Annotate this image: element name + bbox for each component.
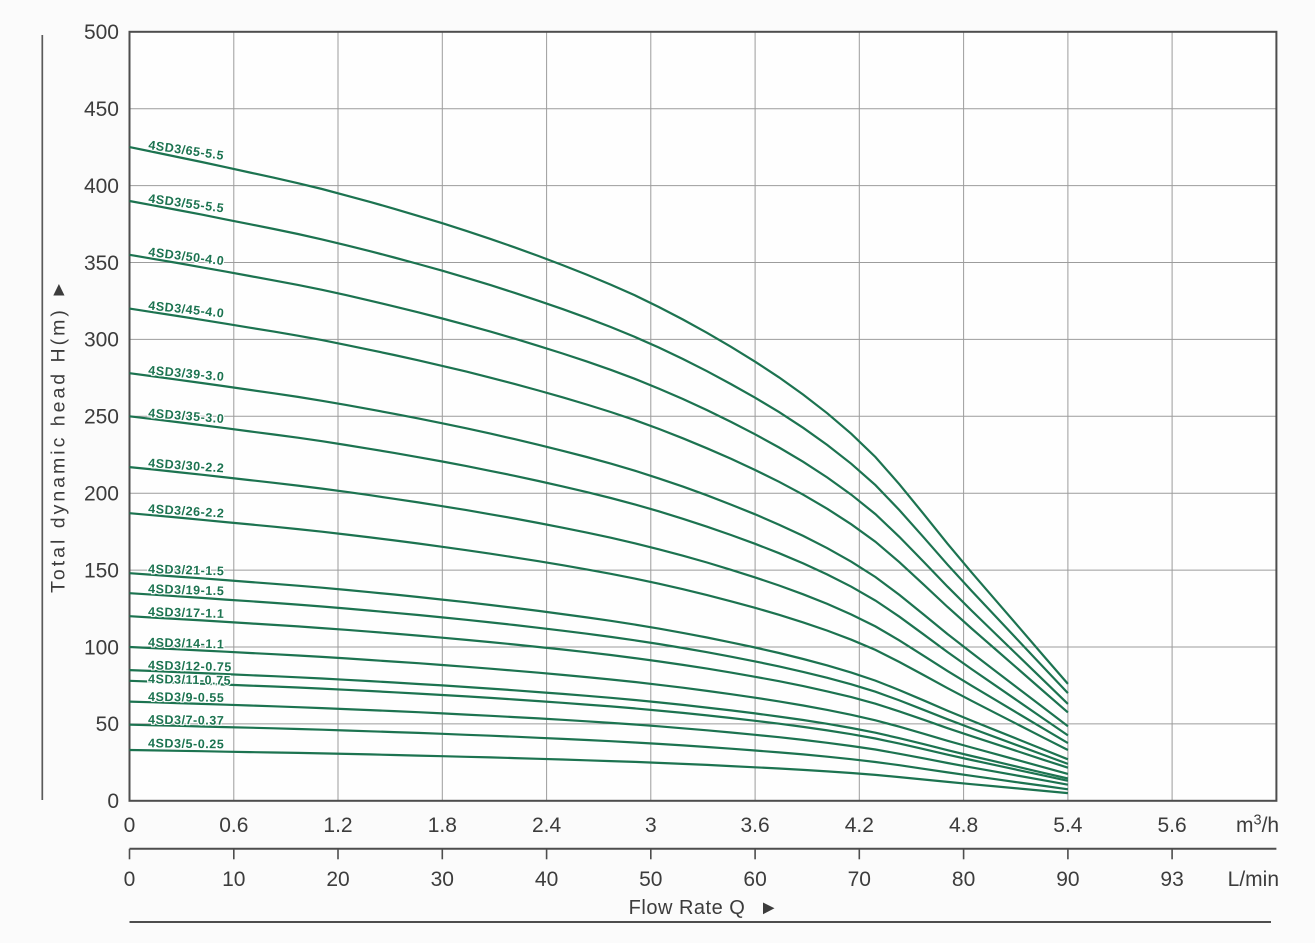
svg-text:4SD3/21-1.5: 4SD3/21-1.5 — [148, 562, 225, 578]
svg-text:Total dynamic head H(m): Total dynamic head H(m) — [48, 307, 70, 593]
svg-text:350: 350 — [84, 252, 119, 275]
svg-text:4SD3/17-1.1: 4SD3/17-1.1 — [148, 605, 225, 621]
svg-text:4.8: 4.8 — [949, 814, 978, 837]
svg-text:0: 0 — [124, 868, 136, 891]
svg-text:450: 450 — [84, 98, 119, 121]
svg-text:40: 40 — [535, 868, 558, 891]
svg-text:4SD3/19-1.5: 4SD3/19-1.5 — [148, 582, 225, 598]
svg-text:Flow Rate Q: Flow Rate Q — [629, 897, 746, 919]
svg-text:4SD3/30-2.2: 4SD3/30-2.2 — [148, 456, 225, 475]
svg-text:0: 0 — [124, 814, 136, 837]
svg-text:4SD3/9-0.55: 4SD3/9-0.55 — [148, 690, 224, 705]
svg-text:20: 20 — [326, 868, 349, 891]
svg-text:4SD3/11-0.75: 4SD3/11-0.75 — [148, 672, 231, 688]
svg-text:5.6: 5.6 — [1157, 814, 1186, 837]
svg-text:1.8: 1.8 — [428, 814, 457, 837]
svg-text:300: 300 — [84, 329, 119, 352]
svg-text:4.2: 4.2 — [845, 814, 874, 837]
svg-text:250: 250 — [84, 406, 119, 429]
svg-text:3: 3 — [645, 814, 657, 837]
svg-text:100: 100 — [84, 636, 119, 659]
svg-text:50: 50 — [639, 868, 662, 891]
svg-text:4SD3/12-0.75: 4SD3/12-0.75 — [148, 658, 232, 674]
svg-text:70: 70 — [848, 868, 871, 891]
svg-text:400: 400 — [84, 175, 119, 198]
svg-text:80: 80 — [952, 868, 975, 891]
svg-text:60: 60 — [743, 868, 766, 891]
svg-text:150: 150 — [84, 559, 119, 582]
svg-text:10: 10 — [222, 868, 245, 891]
svg-text:1.2: 1.2 — [323, 814, 352, 837]
svg-text:0: 0 — [107, 790, 119, 813]
svg-text:93: 93 — [1160, 868, 1183, 891]
svg-text:2.4: 2.4 — [532, 814, 562, 837]
svg-text:0.6: 0.6 — [219, 814, 248, 837]
svg-text:90: 90 — [1056, 868, 1079, 891]
svg-text:30: 30 — [431, 868, 454, 891]
svg-text:200: 200 — [84, 483, 119, 506]
svg-text:3.6: 3.6 — [740, 814, 769, 837]
svg-text:500: 500 — [84, 21, 119, 44]
svg-text:4SD3/5-0.25: 4SD3/5-0.25 — [148, 736, 224, 751]
svg-text:4SD3/14-1.1: 4SD3/14-1.1 — [148, 635, 225, 651]
svg-text:4SD3/7-0.37: 4SD3/7-0.37 — [148, 713, 224, 728]
svg-text:50: 50 — [96, 713, 119, 736]
svg-text:L/min: L/min — [1228, 868, 1279, 891]
svg-text:5.4: 5.4 — [1053, 814, 1083, 837]
svg-text:4SD3/26-2.2: 4SD3/26-2.2 — [148, 502, 225, 521]
